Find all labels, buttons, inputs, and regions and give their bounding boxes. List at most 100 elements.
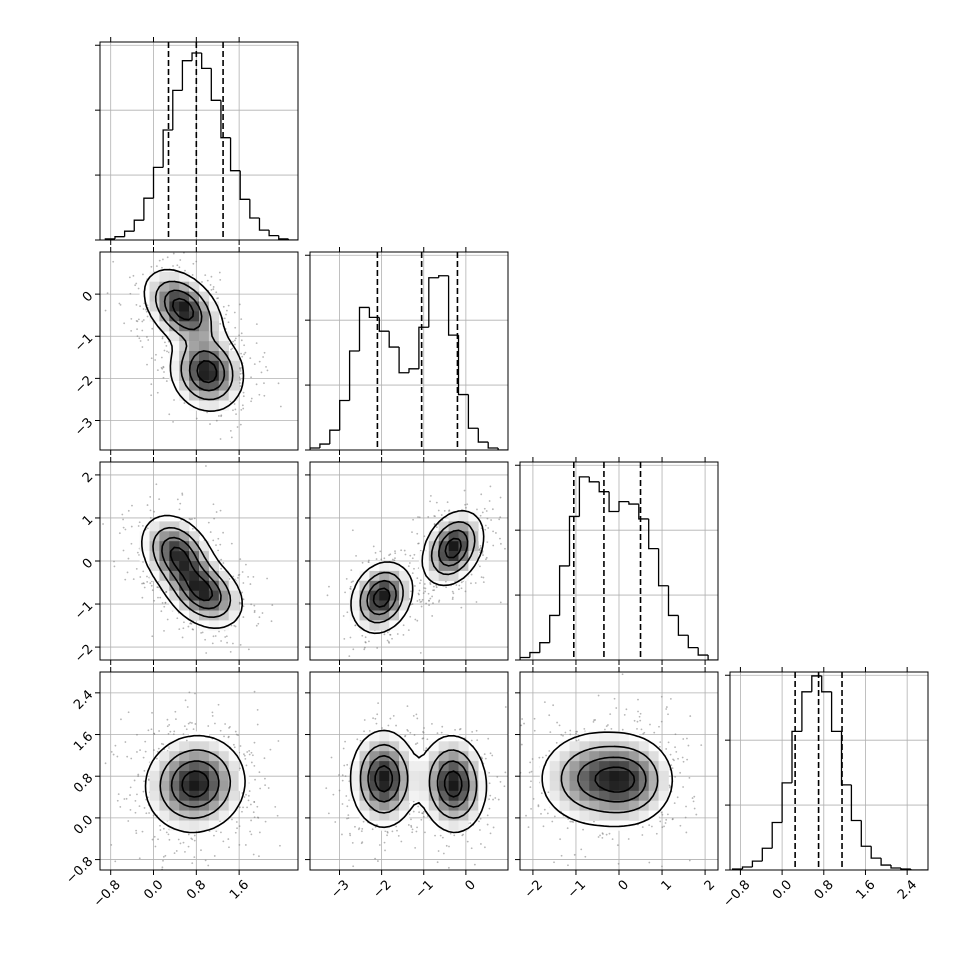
scatter-point: [538, 756, 541, 759]
scatter-point: [114, 860, 117, 863]
scatter-point: [529, 786, 532, 789]
density-cell: [458, 541, 469, 552]
density-cell: [199, 291, 210, 302]
scatter-point: [480, 576, 483, 579]
contour-2-0-0: [141, 514, 243, 629]
scatter-point: [117, 793, 120, 796]
scatter-point: [136, 335, 139, 338]
scatter-point: [143, 780, 146, 783]
scatter-point: [434, 834, 436, 837]
scatter-point: [445, 586, 448, 589]
density-cell: [228, 351, 239, 362]
density-cell: [179, 390, 190, 401]
density-cell: [389, 800, 400, 811]
density-cell: [218, 610, 229, 621]
scatter-point: [608, 832, 611, 835]
scatter-point: [131, 504, 133, 507]
scatter-point: [238, 825, 241, 828]
density-cell: [189, 370, 200, 381]
scatter-point: [249, 357, 252, 360]
scatter-point: [190, 837, 193, 840]
scatter-point: [212, 539, 215, 542]
contour-2-0-2: [161, 536, 222, 610]
density-cell: [218, 590, 229, 601]
density-cell: [208, 321, 220, 332]
contour-3-0-1: [159, 749, 232, 819]
scatter-point: [412, 714, 415, 717]
density-cell: [179, 521, 190, 532]
scatter-point: [669, 753, 672, 756]
scatter-point: [547, 791, 550, 794]
scatter-point: [213, 834, 215, 837]
density-cell: [468, 800, 479, 811]
scatter-point: [374, 717, 377, 720]
density-cell: [179, 561, 190, 572]
density-cell: [208, 351, 220, 362]
scatter-point: [669, 786, 671, 789]
scatter-point: [127, 820, 130, 822]
scatter-point: [250, 819, 252, 822]
density-cell: [189, 771, 200, 782]
density-cell: [159, 561, 170, 572]
density-cell: [179, 800, 190, 811]
hist-bin-2-0: [520, 656, 530, 660]
scatter-point: [204, 638, 207, 641]
scatter-point: [135, 567, 138, 570]
scatter-point: [263, 394, 266, 397]
hist-bin-1-17: [477, 428, 489, 443]
panel-frame-1-0: [99, 251, 299, 451]
scatter-point: [217, 297, 219, 300]
scatter-point: [137, 318, 140, 321]
scatter-point: [127, 711, 130, 714]
scatter-point: [383, 633, 386, 636]
scatter-point: [414, 618, 417, 621]
scatter-point: [254, 778, 256, 781]
density-cell: [169, 271, 180, 282]
scatter-point: [138, 337, 141, 340]
scatter-point: [184, 269, 186, 272]
scatter-point: [244, 757, 247, 760]
scatter-point: [228, 846, 230, 849]
ytick-label-3-4: 2.4: [71, 688, 96, 713]
density-cell: [619, 731, 630, 742]
density-cell: [169, 351, 180, 362]
scatter-point: [241, 404, 244, 407]
scatter-point: [599, 834, 601, 837]
scatter-point: [360, 830, 363, 833]
xtick-label-0-3: 1.6: [227, 877, 252, 902]
scatter-point: [499, 537, 501, 540]
scatter-point: [253, 609, 256, 612]
scatter-point: [277, 740, 280, 742]
hist-bin-1-1: [319, 443, 330, 449]
scatter-point: [529, 761, 532, 764]
density-cell: [389, 590, 400, 601]
density-cell: [208, 580, 220, 591]
scatter-point: [234, 339, 236, 342]
scatter-point: [123, 322, 126, 325]
hist-bin-0-9: [191, 52, 202, 61]
scatter-point: [486, 823, 489, 826]
density-cell: [218, 331, 229, 342]
scatter-point: [330, 756, 333, 759]
scatter-point: [451, 596, 454, 599]
scatter-point: [229, 429, 232, 432]
scatter-point: [372, 717, 374, 720]
scatter-point: [682, 760, 685, 763]
density-cell: [169, 281, 180, 292]
contour-1-0-3: [172, 297, 218, 384]
scatter-point: [121, 513, 124, 516]
density-cell: [349, 610, 360, 621]
scatter-point: [386, 834, 388, 837]
density-cell: [428, 780, 439, 792]
hist-bin-1-6: [368, 307, 380, 318]
scatter-point: [392, 714, 395, 717]
scatter-point: [638, 715, 641, 718]
scatter-point: [489, 752, 492, 755]
density-cell: [169, 820, 180, 831]
density-cell: [468, 521, 479, 532]
scatter-point: [499, 516, 502, 519]
scatter-point: [356, 738, 359, 741]
scatter-point: [483, 507, 486, 510]
density-cell: [199, 780, 210, 792]
scatter-point: [173, 852, 176, 855]
